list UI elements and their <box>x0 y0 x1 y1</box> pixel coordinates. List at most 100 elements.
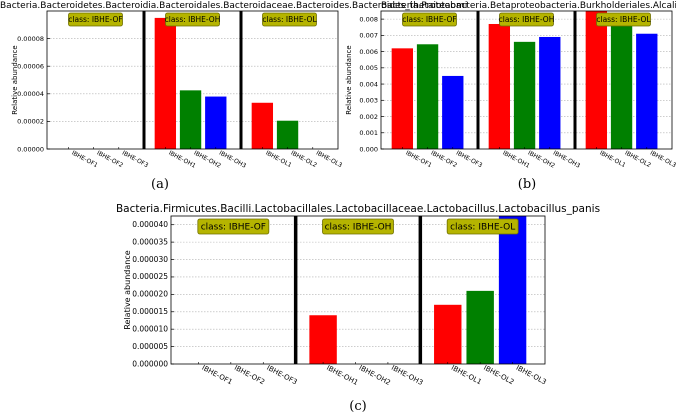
y-tick-label: 0.00006 <box>17 63 44 71</box>
class-badge <box>68 12 123 27</box>
x-tick-label: IBHE-OL2 <box>290 150 319 170</box>
x-tick-label: IBHE-OH3 <box>552 150 582 170</box>
y-tick-label: 0.007 <box>359 32 378 40</box>
x-tick-label: IBHE-OL1 <box>450 364 483 387</box>
y-tick-label: 0.000005 <box>132 342 168 351</box>
x-tick-label: IBHE-OL2 <box>624 150 653 170</box>
y-tick-label: 0.006 <box>359 48 378 56</box>
class-badge-label: class: IBHE-OL <box>262 15 317 24</box>
x-tick-label: IBHE-OH2 <box>358 364 392 387</box>
plot-frame <box>46 10 339 150</box>
y-tick-label: 0.001 <box>359 129 378 137</box>
panel-label: (b) <box>518 177 536 192</box>
y-tick-label: 0.000040 <box>132 220 168 229</box>
y-axis-label: Relative abundance <box>345 45 353 114</box>
y-tick-label: 0.000025 <box>132 272 168 281</box>
x-tick-label: IBHE-OF3 <box>121 150 150 170</box>
bar <box>154 17 177 149</box>
x-tick-label: IBHE-OL1 <box>598 150 627 170</box>
y-tick-label: 0.000030 <box>132 255 168 264</box>
bar <box>585 11 608 149</box>
x-tick-label: IBHE-OH3 <box>390 364 424 387</box>
bar <box>539 36 561 149</box>
x-tick-label: IBHE-OH1 <box>325 364 359 387</box>
class-badge-label: class: IBHE-OL <box>596 15 651 24</box>
y-tick-label: 0.005 <box>359 64 378 72</box>
bar <box>513 41 536 149</box>
x-tick-label: IBHE-OF1 <box>404 150 433 170</box>
bar <box>251 102 274 149</box>
x-tick-label: IBHE-OH3 <box>218 150 248 170</box>
panel-c: Bacteria.Firmicutes.Bacilli.Lactobacilla… <box>116 203 600 414</box>
y-tick-label: 0.008 <box>359 15 378 23</box>
class-badge <box>262 12 317 27</box>
class-badge <box>446 218 519 235</box>
class-badge-label: class: IBHE-OL <box>450 222 515 232</box>
x-tick-label: IBHE-OL3 <box>515 364 548 387</box>
y-tick-label: 0.002 <box>359 113 378 121</box>
x-tick-label: IBHE-OF2 <box>96 150 125 170</box>
class-badge-label: class: IBHE-OH <box>165 15 221 24</box>
y-axis-label: Relative abundance <box>11 45 19 114</box>
x-tick-label: IBHE-OL1 <box>264 150 293 170</box>
y-tick-label: 0.00002 <box>17 118 44 126</box>
bar <box>276 120 299 149</box>
bar <box>498 216 527 364</box>
bar <box>205 96 227 149</box>
y-tick-label: 0.004 <box>359 80 378 88</box>
bar <box>610 22 633 149</box>
class-badge <box>402 12 457 27</box>
panel-b: Bacteria.Proteobacteria.Betaproteobacter… <box>345 1 676 192</box>
y-tick-label: 0.00004 <box>17 90 44 98</box>
y-tick-label: 0.003 <box>359 97 378 105</box>
bar <box>434 304 462 364</box>
bar <box>391 48 414 149</box>
plot-frame <box>170 215 546 365</box>
x-tick-label: IBHE-OH1 <box>501 150 531 170</box>
x-tick-label: IBHE-OL2 <box>482 364 515 387</box>
x-tick-label: IBHE-OH1 <box>167 150 197 170</box>
bar <box>416 44 439 149</box>
class-badge <box>165 12 220 27</box>
chart-title: Bacteria.Firmicutes.Bacilli.Lactobacilla… <box>116 203 600 215</box>
y-tick-label: 0.00000 <box>17 145 44 153</box>
class-badge-label: class: IBHE-OF <box>68 15 122 24</box>
x-tick-label: IBHE-OF2 <box>233 364 266 387</box>
class-badge-label: class: IBHE-OH <box>325 222 392 232</box>
y-tick-label: 0.00008 <box>17 35 44 43</box>
bar <box>309 315 337 364</box>
class-badge-label: class: IBHE-OF <box>201 222 266 232</box>
panel-label: (a) <box>151 177 169 192</box>
panel-label: (c) <box>349 399 366 414</box>
x-tick-label: IBHE-OL3 <box>315 150 344 170</box>
x-tick-label: IBHE-OF3 <box>265 364 298 387</box>
y-tick-label: 0.000015 <box>132 307 168 316</box>
y-tick-label: 0.000010 <box>132 324 168 333</box>
bar <box>488 23 511 149</box>
x-tick-label: IBHE-OF1 <box>70 150 99 170</box>
y-tick-label: 0.000 <box>359 145 378 153</box>
class-badge <box>197 218 270 235</box>
y-tick-label: 0.000000 <box>132 359 168 368</box>
y-axis-label: Relative abundance <box>123 250 132 329</box>
class-badge <box>596 12 651 27</box>
bar <box>466 290 494 364</box>
x-tick-label: IBHE-OH2 <box>193 150 223 170</box>
x-tick-label: IBHE-OL3 <box>649 150 676 170</box>
bar <box>636 33 658 149</box>
class-badge <box>499 12 554 27</box>
x-tick-label: IBHE-OH2 <box>527 150 557 170</box>
class-badge-label: class: IBHE-OF <box>402 15 456 24</box>
chart-title: Bacteria.Proteobacteria.Betaproteobacter… <box>381 1 676 11</box>
y-tick-label: 0.000020 <box>132 290 168 299</box>
x-tick-label: IBHE-OF3 <box>455 150 484 170</box>
chart-title: Bacteria.Bacteroidetes.Bacteroidia.Bacte… <box>0 1 467 11</box>
class-badge <box>322 218 394 235</box>
x-tick-label: IBHE-OF1 <box>200 364 233 387</box>
x-tick-label: IBHE-OF2 <box>430 150 459 170</box>
bar <box>179 90 202 149</box>
bar <box>442 75 464 149</box>
plot-frame <box>380 10 673 150</box>
y-tick-label: 0.000035 <box>132 237 168 246</box>
